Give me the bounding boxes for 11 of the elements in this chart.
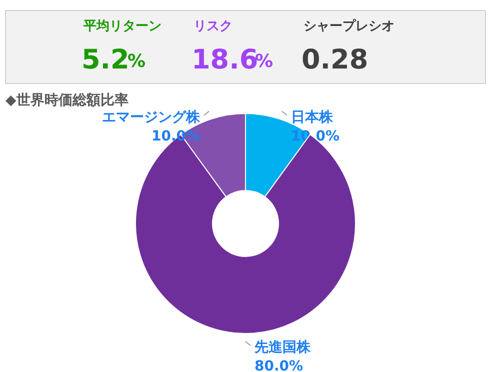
text: 0.28 — [302, 44, 368, 76]
data-label: 80.0% — [254, 358, 304, 372]
slice-label: 日本株 — [290, 109, 334, 126]
text: 18.6% — [192, 44, 274, 76]
text: リスク — [194, 19, 232, 34]
slice-label: 先進国株 — [254, 340, 312, 356]
text: 平均リターン — [82, 19, 162, 34]
slice-label: エマージング株 — [102, 109, 202, 126]
chart-title: ◆世界時価総額比率 — [6, 92, 128, 108]
text: シャープレシオ — [304, 18, 394, 34]
text: 5.2% — [82, 44, 146, 76]
